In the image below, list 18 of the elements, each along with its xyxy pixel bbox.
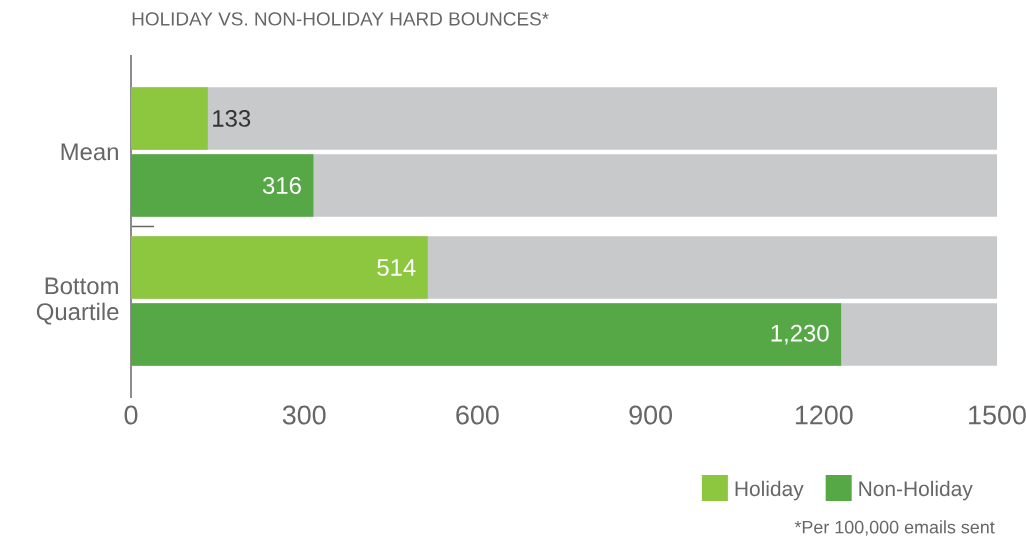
text: *Per 100,000 emails sent <box>794 520 995 536</box>
chart-title: HOLIDAY VS. NON-HOLIDAY HARD BOUNCES* <box>132 12 549 26</box>
data-label: 1,230 <box>771 324 829 345</box>
bar <box>131 87 208 150</box>
y-tick-label: Mean <box>61 143 118 161</box>
data-label: 133 <box>213 109 251 127</box>
y-tick-label: Bottom Quartile <box>36 277 119 325</box>
x-tick-label: 900 <box>629 405 672 425</box>
x-tick-label: 300 <box>282 405 326 425</box>
x-tick-label: 1500 <box>969 405 1026 425</box>
x-tick-label: 0 <box>124 405 138 425</box>
bar <box>131 154 314 217</box>
x-tick-label: 1200 <box>795 405 853 425</box>
x-tick-label: 600 <box>456 405 499 425</box>
data-label: 316 <box>262 176 301 194</box>
data-label: 514 <box>377 259 416 276</box>
legend-label: Non-Holiday <box>859 480 973 501</box>
legend-label: Holiday <box>735 480 804 501</box>
